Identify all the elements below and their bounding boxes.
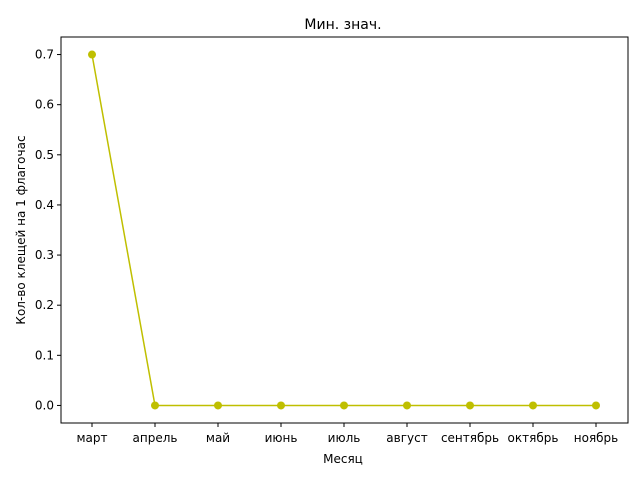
data-point (403, 401, 411, 410)
x-tick-label: июль (328, 431, 361, 445)
data-point (529, 401, 537, 410)
data-point (88, 50, 96, 59)
y-tick-label: 0.3 (35, 248, 54, 262)
y-tick-label: 0.7 (35, 48, 54, 62)
y-tick-label: 0.6 (35, 98, 54, 112)
data-point (340, 401, 348, 410)
y-tick-label: 0.5 (35, 148, 54, 162)
x-axis-label: Месяц (323, 452, 363, 466)
data-point (151, 401, 159, 410)
y-tick-label: 0.4 (35, 198, 54, 212)
x-tick-label: июнь (265, 431, 298, 445)
x-tick-label: ноябрь (574, 431, 619, 445)
data-point (277, 401, 285, 410)
x-tick-label: апрель (133, 431, 178, 445)
x-tick-label: октябрь (508, 431, 559, 445)
x-tick-label: август (386, 431, 427, 445)
y-tick-label: 0.2 (35, 298, 54, 312)
data-point (466, 401, 474, 410)
x-tick-label: сентябрь (441, 431, 499, 445)
y-tick-label: 0.1 (35, 348, 54, 362)
y-axis-label: Кол-во клещей на 1 флагочас (14, 135, 28, 324)
x-tick-label: март (76, 431, 107, 445)
x-tick-label: май (206, 431, 230, 445)
y-tick-label: 0.0 (35, 398, 54, 412)
plot-area: 0.0 0.1 0.2 0.3 0.4 0.5 0.6 0.7 март апрель май июн… (35, 36, 629, 445)
data-point (592, 401, 600, 410)
data-point (214, 401, 222, 410)
chart-title: Мин. знач. (304, 17, 381, 33)
